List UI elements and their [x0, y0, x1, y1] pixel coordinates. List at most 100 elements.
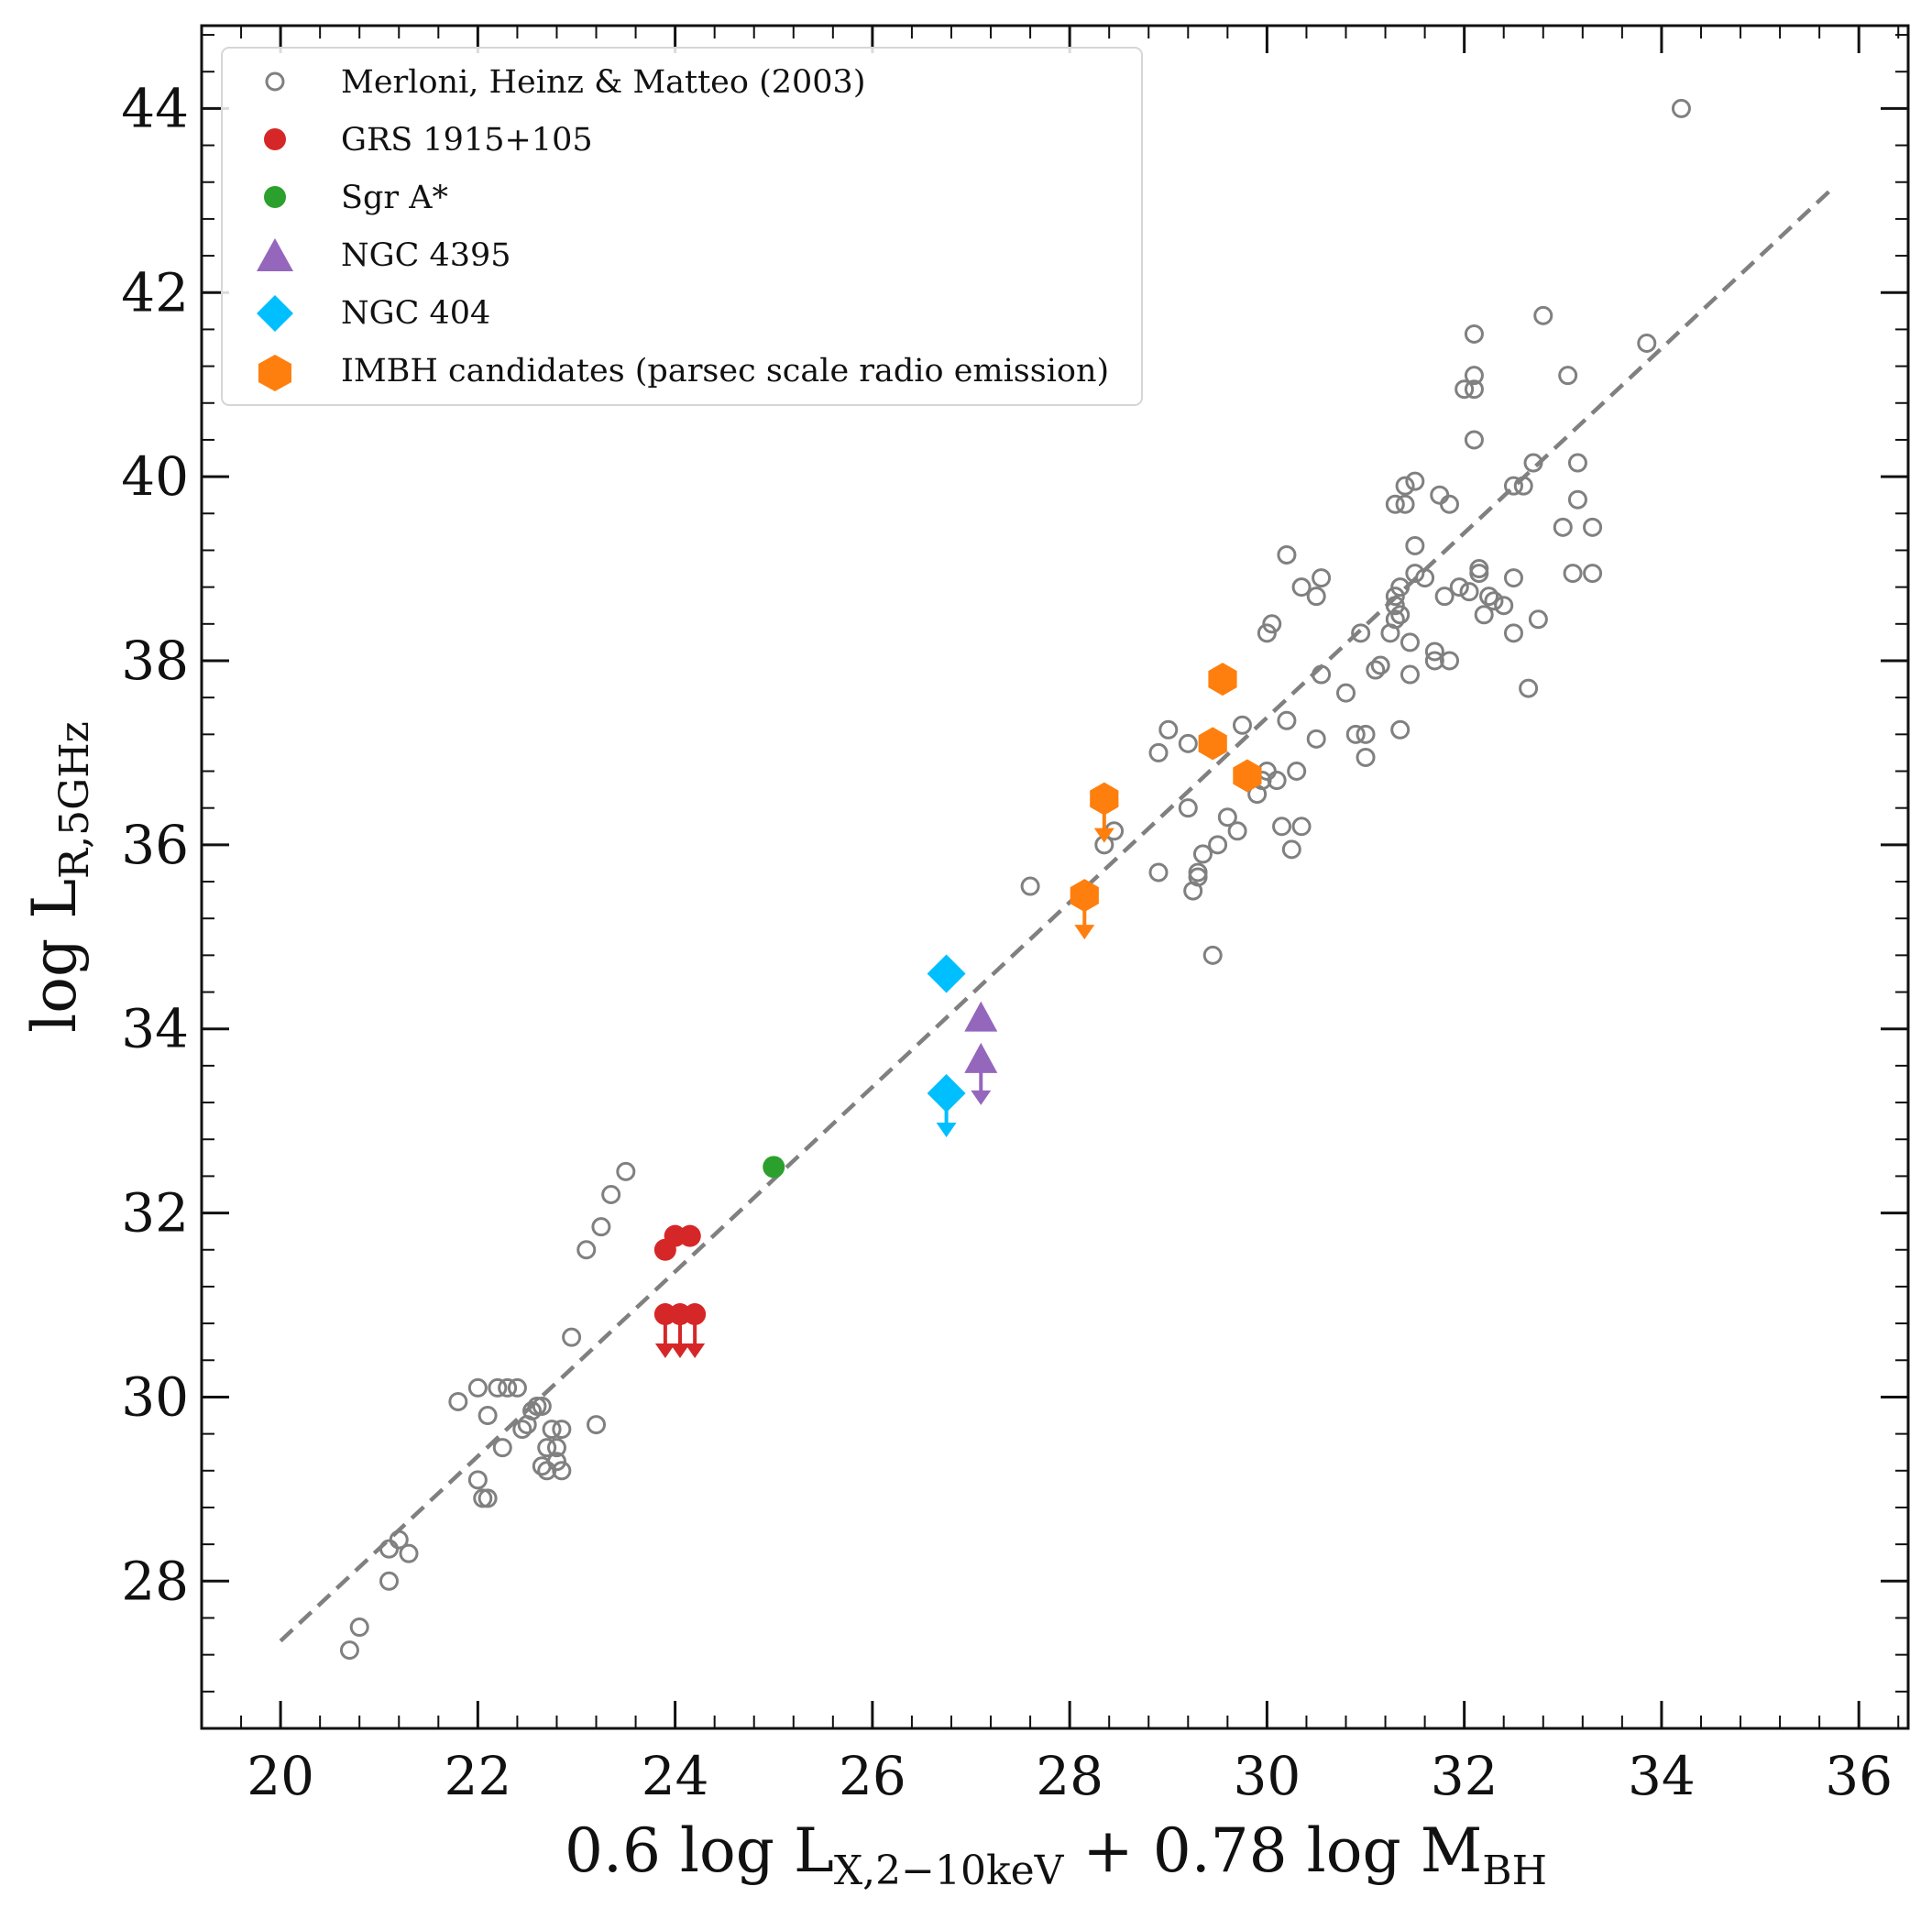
series-0-point: [1306, 729, 1326, 749]
series-0-point: [1395, 476, 1415, 496]
y-axis-title-main: log L: [19, 879, 90, 1033]
series-0-point: [1637, 333, 1657, 353]
legend-item: Sgr A*: [264, 180, 448, 216]
series-0-point: [1148, 862, 1169, 883]
series-0-point: [1356, 724, 1376, 744]
series-0-point: [349, 1617, 369, 1638]
series-0-point: [512, 1420, 532, 1440]
series-0-point: [389, 1530, 409, 1550]
series-2-point: [763, 1156, 785, 1179]
series-0-point: [1390, 719, 1411, 740]
series-0-point: [1227, 821, 1247, 841]
y-tick-labels: 28 30 32 34 36 38 40 42 44: [121, 77, 189, 1612]
series-0-point: [399, 1543, 419, 1563]
series-0-point: [1474, 605, 1494, 625]
series-0-point: [1434, 587, 1454, 607]
series-0-point: [448, 1391, 468, 1411]
y-axis-title: log LR,5GHz: [19, 721, 98, 1033]
series-0-point: [1291, 817, 1312, 837]
legend-item: Merloni, Heinz & Matteo (2003): [265, 64, 865, 101]
series-5-upper-limit-arrow-head: [1093, 828, 1114, 843]
series-0-point: [1395, 494, 1415, 514]
series-0-point: [1567, 453, 1587, 473]
series-0-point: [1351, 623, 1371, 643]
x-tick-label: 26: [839, 1745, 906, 1807]
series-0-point: [1405, 471, 1425, 491]
fit-line-layer: [279, 190, 1831, 1643]
x-tick-labels: 20 22 24 26 28 30 32 34 36: [247, 1745, 1893, 1807]
series-0-point: [1232, 715, 1252, 735]
series-0-point: [1440, 651, 1460, 671]
series-0-point: [467, 1377, 488, 1398]
legend-marker-triangle: [257, 238, 293, 271]
series-0-point: [1553, 517, 1573, 537]
legend-label: NGC 404: [341, 295, 490, 332]
series-0-point: [1583, 564, 1603, 584]
series-5-upper-limit-arrow-head: [1074, 925, 1095, 940]
series-1-point: [678, 1224, 701, 1247]
series-0-point: [1503, 568, 1523, 588]
series-0-point: [1558, 366, 1578, 386]
series-0-point: [1583, 517, 1603, 537]
series-0-point: [1366, 660, 1386, 680]
series-0-point: [1390, 605, 1411, 625]
series-0-point: [1400, 632, 1420, 652]
major-ticks: [202, 26, 1908, 1728]
series-0-point: [1188, 862, 1208, 883]
series-0-point: [1306, 587, 1326, 607]
legend-label: GRS 1915+105: [341, 122, 593, 159]
series-0-point: [1277, 710, 1297, 730]
series-0-point: [498, 1377, 518, 1398]
series-0-point: [492, 1438, 512, 1458]
x-axis-title: 0.6 log LX,2−10keV + 0.78 log MBH: [565, 1815, 1547, 1894]
series-0-point: [1345, 724, 1366, 744]
series-0-point: [1533, 305, 1553, 325]
series-0-point: [601, 1184, 621, 1204]
legend: Merloni, Heinz & Matteo (2003) GRS 1915+…: [221, 47, 1143, 406]
series-0-point: [1336, 683, 1356, 703]
series-0-point: [1479, 587, 1499, 607]
x-axis-title-mid: + 0.78 log M: [1063, 1815, 1482, 1886]
series-0-point: [1267, 771, 1287, 791]
y-tick-label: 36: [121, 814, 189, 876]
series-0-point: [478, 1488, 498, 1508]
legend-label: Sgr A*: [341, 180, 448, 216]
series-0-point: [1563, 564, 1583, 584]
series-0-point: [1217, 807, 1237, 828]
legend-marker-hexagon: [258, 355, 291, 391]
series-0-point: [1459, 582, 1479, 602]
series-0-point: [467, 1470, 488, 1490]
y-axis-title-sub: R,5GHz: [51, 721, 98, 879]
series-5-point: [1198, 727, 1227, 761]
legend-item: NGC 4395: [257, 237, 511, 274]
legend-item: IMBH candidates (parsec scale radio emis…: [258, 353, 1109, 391]
series-0-point: [1192, 844, 1213, 864]
legend-marker-red-circle: [264, 128, 286, 150]
series-0-point: [1312, 568, 1332, 588]
series-0-point: [1262, 614, 1282, 634]
series-0-point: [1513, 476, 1533, 496]
series-0-point: [1020, 876, 1040, 896]
y-tick-label: 40: [121, 445, 189, 508]
series-0-point: [1503, 476, 1523, 496]
y-tick-label: 34: [121, 998, 189, 1060]
x-axis-title-main: 0.6 log L: [565, 1815, 834, 1886]
series-0-point: [1454, 379, 1475, 400]
series-0-point: [1464, 430, 1484, 450]
plot-frame: [200, 24, 1910, 1730]
series-3-upper-limit-point: [964, 1042, 998, 1073]
series-0-point: [1405, 535, 1425, 555]
series-0-point: [1405, 564, 1425, 584]
series-0-point: [1385, 609, 1405, 630]
x-tick-label: 34: [1628, 1745, 1696, 1807]
series-5-upper-limit-point: [1090, 782, 1119, 816]
series-0-point: [1158, 719, 1179, 740]
series-0-point: [1370, 655, 1390, 675]
y-tick-label: 38: [121, 630, 189, 692]
legend-label: Merloni, Heinz & Matteo (2003): [341, 64, 865, 101]
series-0-point: [488, 1377, 508, 1398]
series-0-point: [1312, 664, 1332, 685]
series-0-point: [537, 1438, 557, 1458]
x-tick-label: 32: [1431, 1745, 1498, 1807]
